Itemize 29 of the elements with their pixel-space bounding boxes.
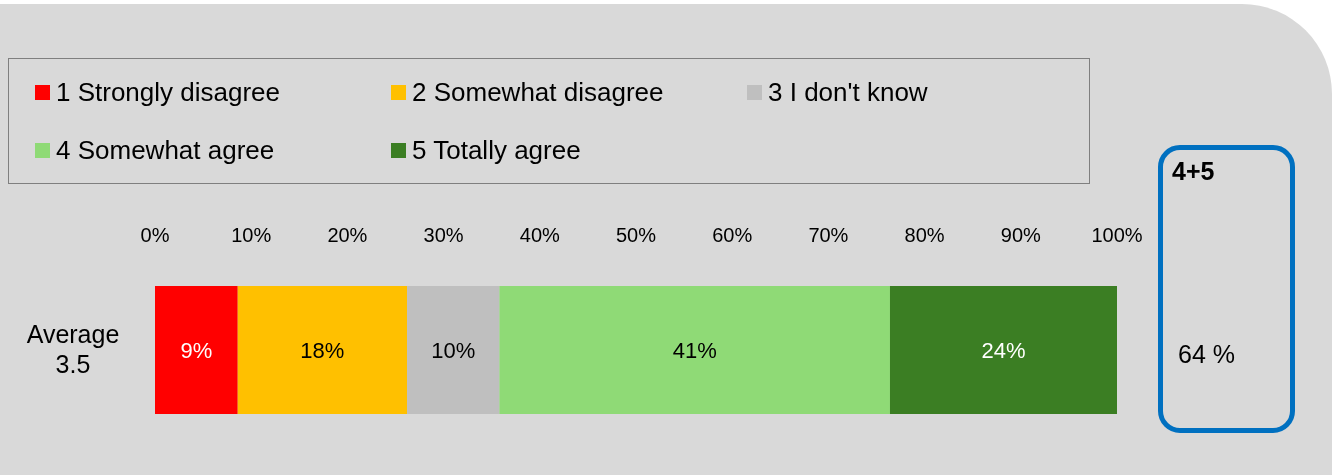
x-tick-label: 20% — [327, 224, 368, 246]
legend-label: 3 I don't know — [768, 76, 928, 108]
bar — [889, 286, 1117, 414]
bar — [407, 286, 500, 414]
bar — [155, 286, 238, 414]
legend-label: 1 Strongly disagree — [56, 76, 281, 108]
bar — [237, 286, 408, 414]
legend-label: 2 Somewhat disagree — [412, 76, 664, 108]
x-tick-label: 90% — [1000, 224, 1042, 246]
legend-label: 5 Totally agree — [412, 134, 581, 166]
legend-label: 4 Somewhat agree — [56, 134, 275, 166]
data-label: 41% — [672, 338, 717, 363]
bar — [499, 286, 890, 414]
x-tick-label: 70% — [808, 224, 849, 246]
data-label: 24% — [981, 338, 1026, 363]
y-tick-label: Average 3.5 — [26, 320, 120, 378]
x-tick-label: 100% — [1091, 224, 1143, 246]
data-label: 10% — [431, 338, 476, 363]
x-tick-label: 80% — [904, 224, 945, 246]
x-tick-label: 10% — [231, 224, 272, 246]
text: 4+5 — [1172, 157, 1215, 186]
x-tick-label: 30% — [423, 224, 464, 246]
x-tick-label: 60% — [712, 224, 753, 246]
data-label: 18% — [300, 338, 345, 363]
x-tick-label: 50% — [615, 224, 657, 246]
data-label: 9% — [180, 338, 213, 363]
text: 64 % — [1178, 340, 1235, 369]
x-tick-label: 0% — [140, 224, 170, 246]
x-tick-label: 40% — [519, 224, 561, 246]
